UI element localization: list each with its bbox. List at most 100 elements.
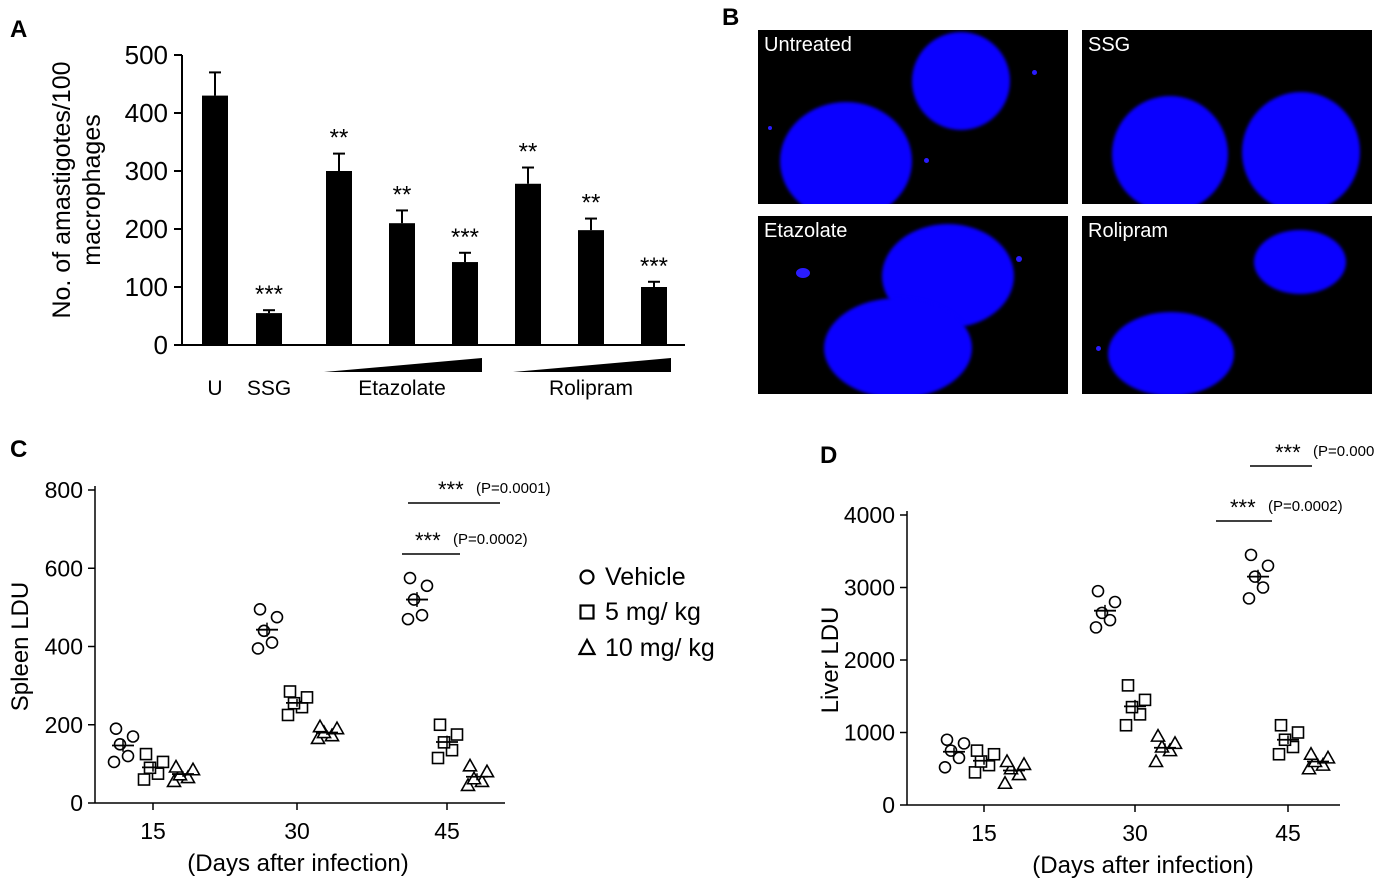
data-point-5mg bbox=[283, 685, 297, 698]
y-tick-label: 0 bbox=[154, 330, 168, 360]
bar bbox=[256, 313, 282, 345]
y-tick-label: 0 bbox=[70, 790, 83, 816]
data-point-10mg bbox=[1016, 756, 1032, 771]
legend-label: 5 mg/ kg bbox=[605, 598, 701, 626]
data-point-5mg bbox=[139, 747, 153, 761]
y-axis-label: No. of amastigotes/100macrophages bbox=[48, 61, 106, 318]
bar bbox=[641, 287, 667, 345]
micro-label-untreated: Untreated bbox=[764, 34, 852, 56]
parasite-speck bbox=[1016, 256, 1022, 262]
data-point-vehicle bbox=[940, 733, 954, 747]
bar bbox=[578, 230, 604, 345]
data-point-10mg bbox=[462, 757, 478, 772]
data-point-10mg bbox=[329, 720, 345, 735]
data-point-5mg bbox=[1272, 747, 1286, 761]
data-point-vehicle bbox=[1256, 581, 1270, 594]
panel-label-b: B bbox=[722, 4, 740, 31]
y-tick-label: 400 bbox=[125, 98, 168, 128]
significance-stars: *** bbox=[438, 477, 464, 502]
data-point-vehicle bbox=[257, 624, 271, 638]
x-tick-label: 15 bbox=[140, 818, 166, 844]
data-point-5mg bbox=[1121, 679, 1135, 692]
nucleus bbox=[1242, 92, 1360, 204]
data-point-vehicle bbox=[415, 608, 429, 622]
group-label: Etazolate bbox=[358, 377, 446, 400]
significance-label: *** bbox=[451, 224, 479, 251]
nucleus bbox=[1108, 312, 1234, 394]
data-point-vehicle bbox=[270, 610, 284, 624]
data-point-vehicle bbox=[1089, 621, 1103, 634]
y-tick-label: 500 bbox=[125, 40, 168, 70]
p-value-label: (P=0.0002) bbox=[1268, 498, 1343, 515]
x-tick-label: 45 bbox=[1275, 820, 1301, 846]
bar bbox=[326, 171, 352, 345]
x-tick-label: 45 bbox=[434, 818, 460, 844]
significance-label: *** bbox=[640, 253, 668, 280]
data-point-10mg bbox=[997, 775, 1013, 790]
data-point-vehicle bbox=[944, 744, 958, 757]
data-point-vehicle bbox=[107, 755, 121, 769]
data-point-10mg bbox=[185, 761, 201, 776]
data-point-10mg bbox=[166, 773, 182, 788]
data-point-10mg bbox=[168, 758, 184, 773]
data-point-10mg bbox=[1148, 753, 1164, 768]
data-point-10mg bbox=[1301, 760, 1317, 775]
data-point-vehicle bbox=[957, 737, 971, 750]
data-point-vehicle bbox=[1091, 584, 1105, 598]
data-point-vehicle bbox=[253, 603, 267, 616]
significance-stars: *** bbox=[1275, 440, 1301, 465]
y-tick-label: 0 bbox=[882, 792, 895, 818]
micro-image-ssg: SSG bbox=[1082, 30, 1372, 204]
significance-label: *** bbox=[255, 281, 283, 308]
data-point-10mg bbox=[1154, 738, 1170, 753]
bar-chart-a: 0 100 200 300 400 500 No. of amastigotes/100ma… bbox=[48, 40, 685, 400]
y-tick-label: 200 bbox=[45, 712, 83, 738]
x-tick-label: 30 bbox=[284, 818, 310, 844]
y-tick-label: 1000 bbox=[844, 720, 895, 746]
legend-marker-vehicle bbox=[579, 569, 595, 585]
significance-stars: *** bbox=[1230, 495, 1256, 520]
y-axis-label-line: macrophages bbox=[78, 114, 106, 265]
nucleus bbox=[1254, 230, 1346, 294]
scatter-chart-c: 0 200 400 600 800 Spleen LDU 15 30 45 (Days after… bbox=[7, 477, 715, 877]
y-tick-label: 2000 bbox=[844, 647, 895, 673]
data-point-5mg bbox=[1119, 718, 1133, 732]
legend-marker-5mg bbox=[579, 604, 595, 620]
data-point-5mg bbox=[970, 744, 984, 757]
bar bbox=[452, 262, 478, 345]
parasite-speck bbox=[796, 268, 810, 278]
group-label: SSG bbox=[247, 377, 291, 400]
data-point-10mg bbox=[460, 777, 476, 792]
nucleus bbox=[824, 298, 972, 394]
dose-ramp bbox=[513, 358, 671, 372]
data-point-vehicle bbox=[126, 730, 140, 743]
parasite-speck bbox=[1096, 346, 1101, 351]
data-point-5mg bbox=[433, 718, 447, 732]
group-label: U bbox=[207, 377, 222, 400]
data-point-5mg bbox=[1138, 693, 1152, 707]
y-tick-label: 600 bbox=[45, 555, 83, 581]
nucleus bbox=[1112, 96, 1228, 204]
micro-image-etazolate: Etazolate bbox=[758, 216, 1068, 394]
data-point-vehicle bbox=[1103, 613, 1117, 627]
data-point-vehicle bbox=[938, 760, 952, 774]
data-point-5mg bbox=[987, 747, 1001, 761]
significance-stars: *** bbox=[415, 528, 441, 553]
data-point-5mg bbox=[431, 751, 445, 765]
data-point-5mg bbox=[1133, 708, 1147, 721]
data-point-10mg bbox=[1320, 749, 1336, 764]
bar bbox=[389, 223, 415, 345]
panel-label-d: D bbox=[820, 442, 838, 469]
parasite-speck bbox=[1032, 70, 1037, 75]
significance-label: ** bbox=[330, 125, 349, 152]
p-value-label: (P=0.0002) bbox=[453, 531, 528, 548]
data-point-vehicle bbox=[1242, 592, 1256, 605]
legend-label: 10 mg/ kg bbox=[605, 634, 715, 662]
data-point-vehicle bbox=[1095, 606, 1109, 620]
legend-marker-10mg bbox=[577, 637, 597, 656]
data-point-vehicle bbox=[420, 579, 434, 593]
nucleus bbox=[780, 102, 912, 204]
data-point-vehicle bbox=[403, 571, 417, 585]
y-axis-label: Liver LDU bbox=[817, 607, 844, 714]
data-point-5mg bbox=[156, 755, 170, 769]
